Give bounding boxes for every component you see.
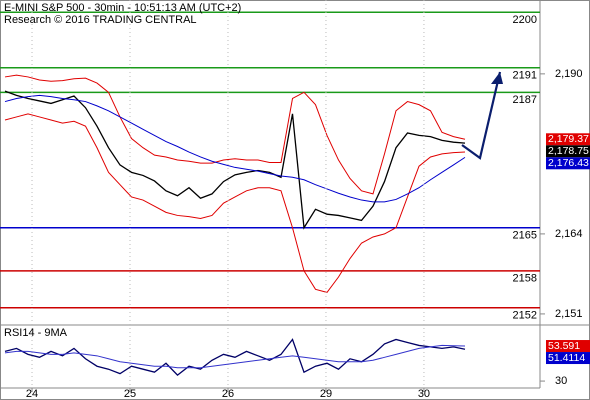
series-line xyxy=(4,113,466,293)
series-line xyxy=(4,344,466,369)
last-value-label: 53.591 xyxy=(548,340,580,352)
series-line xyxy=(4,74,466,195)
last-value-label: 51.4114 xyxy=(548,352,585,364)
series-line xyxy=(4,90,466,230)
level-label: 2165 xyxy=(513,230,537,242)
y-tick-label: 2,190 xyxy=(555,68,583,80)
level-label: 2200 xyxy=(513,14,537,26)
last-value-box xyxy=(546,145,590,158)
x-tick-label: 26 xyxy=(222,388,234,400)
last-value-label: 2,179.37 xyxy=(548,133,589,145)
level-label: 2158 xyxy=(513,273,537,285)
y-tick-label: 2,151 xyxy=(555,308,583,320)
last-value-label: 2,176.43 xyxy=(548,157,589,169)
level-label: 2187 xyxy=(513,94,537,106)
level-label: 2152 xyxy=(513,310,537,322)
y-tick-label: 2,164 xyxy=(555,228,583,240)
series-line xyxy=(4,94,466,203)
arrow-head xyxy=(491,72,503,84)
chart-subtitle: Research © 2016 TRADING CENTRAL xyxy=(4,14,197,26)
x-tick-label: 24 xyxy=(26,388,38,400)
y-tick-label: 30 xyxy=(555,375,567,387)
last-value-box xyxy=(546,133,590,146)
panel-title: RSI14 - 9MA xyxy=(4,327,68,339)
x-tick-label: 29 xyxy=(320,388,332,400)
last-value-box xyxy=(546,352,590,365)
series-line xyxy=(4,338,466,377)
last-value-box xyxy=(546,340,590,353)
chart-title: E-MINI S&P 500 - 30min - 10:51:13 AM (UT… xyxy=(4,2,241,14)
x-tick-label: 30 xyxy=(418,388,430,400)
level-label: 2191 xyxy=(513,70,537,82)
forecast-arrow xyxy=(461,71,502,160)
last-value-box xyxy=(546,157,590,170)
last-value-label: 2,178.75 xyxy=(548,145,589,157)
x-tick-label: 25 xyxy=(124,388,136,400)
